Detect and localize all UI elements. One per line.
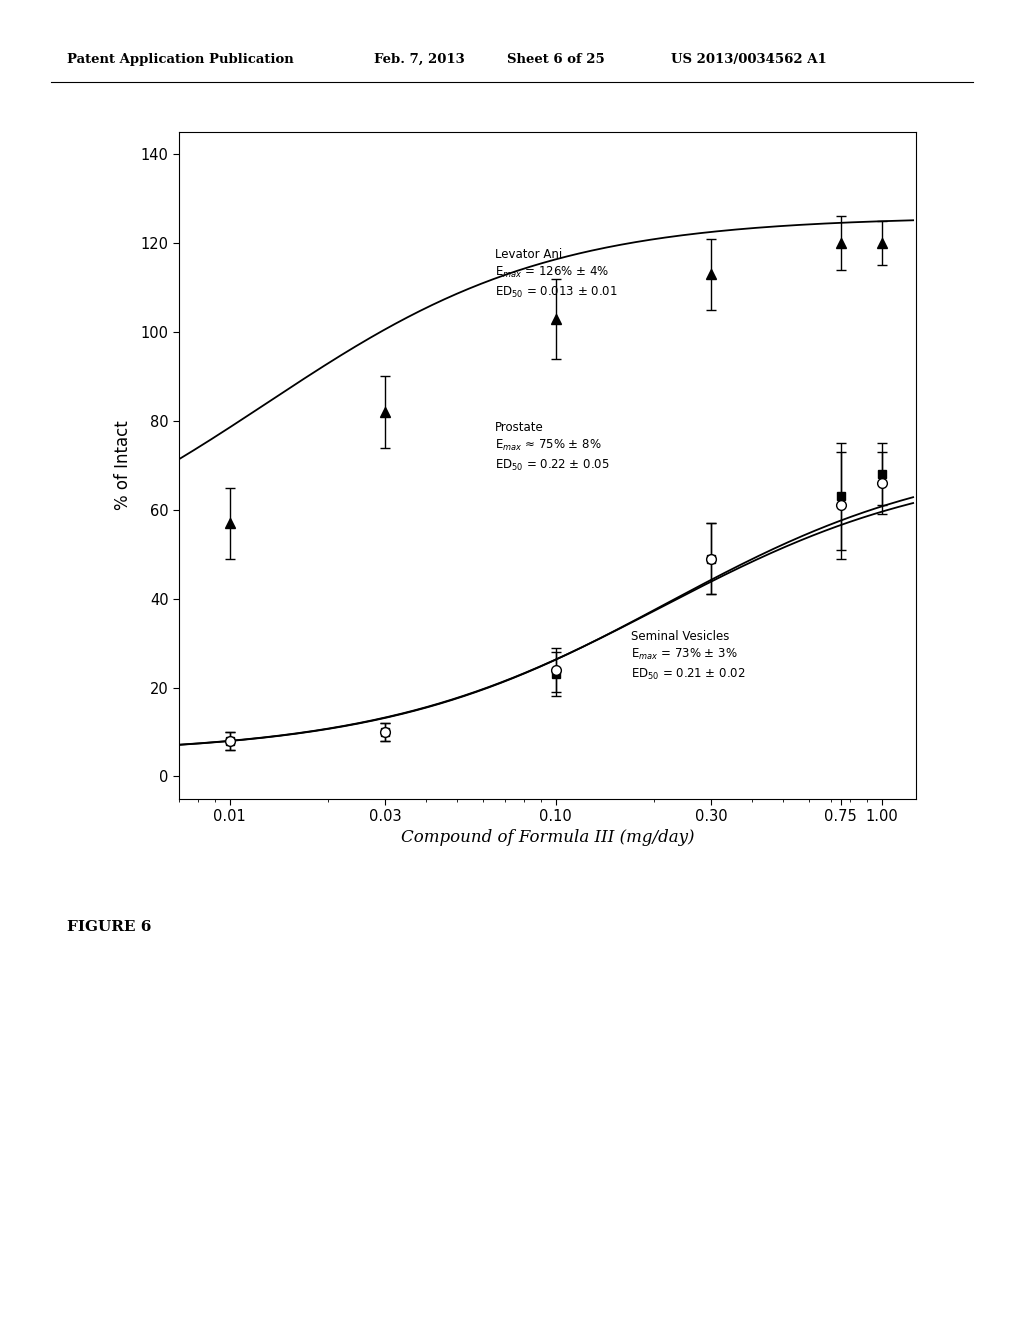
Text: Seminal Vesicles
E$_{max}$ = 73% ± 3%
ED$_{50}$ = 0.21 ± 0.02: Seminal Vesicles E$_{max}$ = 73% ± 3% ED… — [631, 630, 745, 681]
Text: Feb. 7, 2013: Feb. 7, 2013 — [374, 53, 465, 66]
Text: US 2013/0034562 A1: US 2013/0034562 A1 — [671, 53, 826, 66]
Text: Prostate
E$_{max}$ ≈ 75% ± 8%
ED$_{50}$ = 0.22 ± 0.05: Prostate E$_{max}$ ≈ 75% ± 8% ED$_{50}$ … — [495, 421, 609, 473]
Text: FIGURE 6: FIGURE 6 — [67, 920, 151, 933]
Text: Patent Application Publication: Patent Application Publication — [67, 53, 293, 66]
Text: Sheet 6 of 25: Sheet 6 of 25 — [507, 53, 604, 66]
Y-axis label: % of Intact: % of Intact — [115, 421, 132, 510]
Text: Levator Ani
E$_{max}$ = 126% ± 4%
ED$_{50}$ = 0.013 ± 0.01: Levator Ani E$_{max}$ = 126% ± 4% ED$_{5… — [495, 248, 617, 300]
Text: Compound of Formula III (mg/day): Compound of Formula III (mg/day) — [401, 829, 694, 846]
